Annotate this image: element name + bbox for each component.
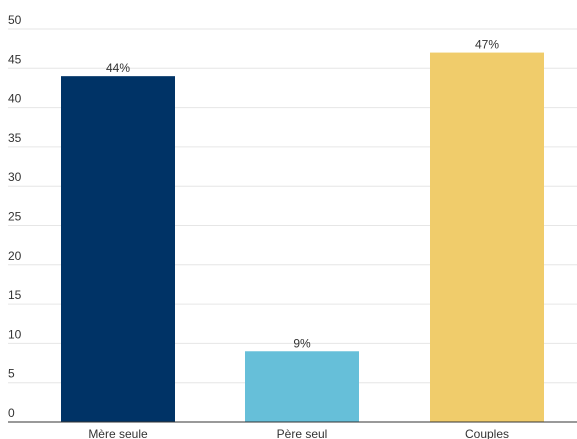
y-tick-label: 15 <box>8 288 22 302</box>
y-tick-label: 35 <box>8 131 22 145</box>
category-label: Père seul <box>277 427 328 439</box>
y-tick-label: 20 <box>8 249 22 263</box>
category-label: Mère seule <box>88 427 148 439</box>
y-tick-label: 5 <box>8 367 15 381</box>
bars <box>61 52 544 422</box>
y-tick-label: 25 <box>8 210 22 224</box>
bar-2 <box>430 52 544 422</box>
data-label: 44% <box>106 61 130 75</box>
x-axis-category-labels: Mère seule Père seul Couples <box>88 427 509 439</box>
data-label: 47% <box>475 38 499 52</box>
y-tick-label: 50 <box>8 13 22 27</box>
y-tick-label: 40 <box>8 92 22 106</box>
y-tick-label: 0 <box>8 406 15 420</box>
y-tick-label: 10 <box>8 327 22 341</box>
data-labels: 44% 9% 47% <box>106 38 499 351</box>
y-axis-tick-labels: 0 5 10 15 20 25 30 35 40 45 50 <box>8 13 22 420</box>
bar-0 <box>61 76 175 422</box>
category-label: Couples <box>465 427 509 439</box>
bar-1 <box>245 351 359 422</box>
y-tick-label: 45 <box>8 52 22 66</box>
y-tick-label: 30 <box>8 170 22 184</box>
data-label: 9% <box>293 336 311 350</box>
